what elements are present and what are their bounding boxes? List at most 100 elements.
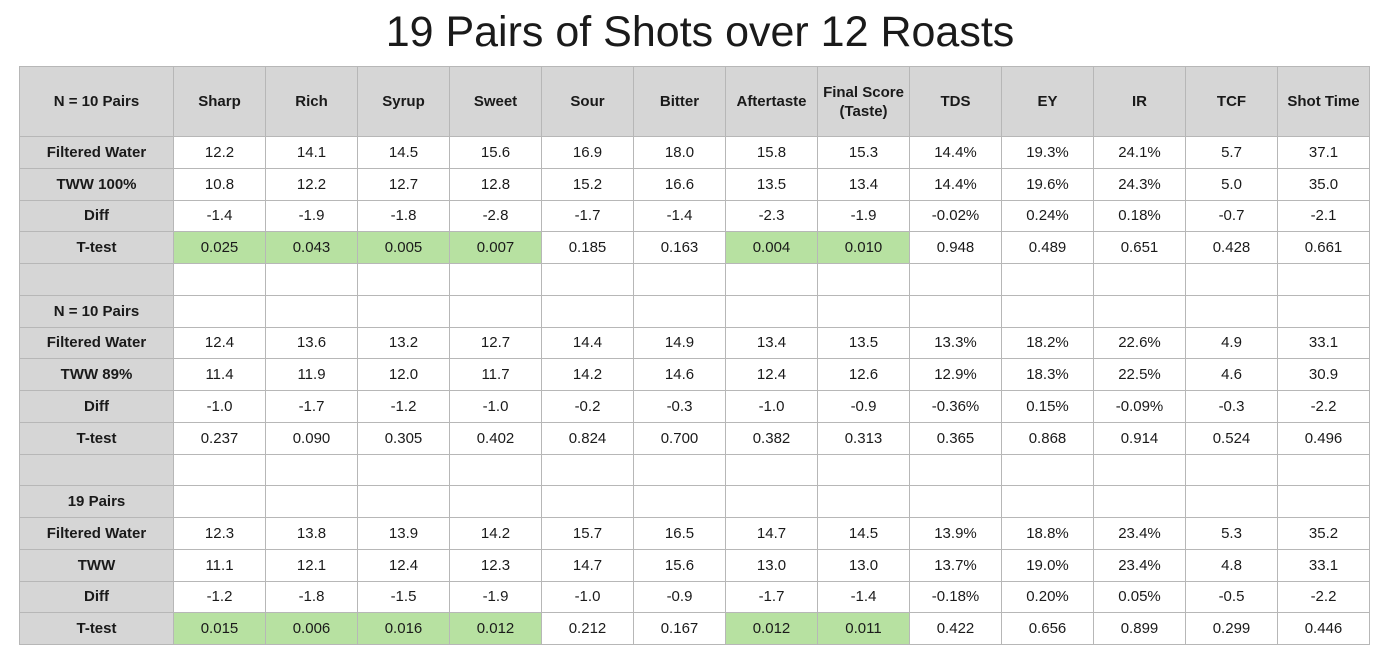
empty-cell (909, 294, 1002, 328)
empty-cell (449, 453, 542, 487)
value-cell: -1.7 (725, 580, 818, 614)
value-cell: 12.2 (265, 167, 358, 201)
empty-cell (1277, 485, 1370, 518)
value-cell: 0.914 (1093, 421, 1186, 455)
value-cell: 4.6 (1185, 358, 1278, 391)
value-cell: 16.5 (633, 517, 726, 550)
row-label: Diff (19, 580, 174, 614)
value-cell: 22.5% (1093, 358, 1186, 391)
value-cell: 0.007 (449, 231, 542, 264)
value-cell: 0.661 (1277, 231, 1370, 264)
value-cell: 11.7 (449, 358, 542, 391)
value-cell: 13.9 (357, 517, 450, 550)
empty-cell (1001, 485, 1094, 518)
empty-cell (909, 263, 1002, 296)
empty-cell (1093, 485, 1186, 518)
value-cell: 10.8 (173, 167, 266, 201)
value-cell: 23.4% (1093, 517, 1186, 550)
value-cell: -0.9 (817, 390, 910, 423)
empty-cell (357, 294, 450, 328)
empty-cell (725, 453, 818, 487)
empty-cell (1093, 263, 1186, 296)
value-cell: 15.2 (541, 167, 634, 201)
empty-cell (173, 294, 266, 328)
value-cell: -1.9 (265, 199, 358, 233)
empty-cell (1001, 294, 1094, 328)
value-cell: 0.010 (817, 231, 910, 264)
value-cell: 12.3 (449, 548, 542, 582)
table-row: TWW 100% 10.8 12.2 12.7 12.8 15.2 16.6 13.5 13.4… (19, 167, 1370, 201)
value-cell: 0.496 (1277, 421, 1370, 455)
value-cell: -0.2 (541, 390, 634, 423)
value-cell: -1.4 (173, 199, 266, 233)
table-row: T-test 0.237 0.090 0.305 0.402 0.824 0.700 0.38… (19, 421, 1370, 455)
empty-cell (541, 294, 634, 328)
table-row: Diff -1.2 -1.8 -1.5 -1.9 -1.0 -0.9 -1.7 -1.4 -0.1… (19, 580, 1370, 614)
empty-cell (449, 294, 542, 328)
group-label-row: N = 10 Pairs (19, 294, 1370, 328)
value-cell: 11.9 (265, 358, 358, 391)
row-label: Diff (19, 199, 174, 233)
value-cell: 22.6% (1093, 326, 1186, 360)
empty-cell (541, 453, 634, 487)
empty-cell (1185, 485, 1278, 518)
value-cell: 16.6 (633, 167, 726, 201)
value-cell: 14.1 (265, 136, 358, 169)
spacer-row (19, 453, 1370, 487)
empty-cell (265, 453, 358, 487)
value-cell: -1.0 (541, 580, 634, 614)
value-cell: 0.656 (1001, 612, 1094, 645)
empty-cell (817, 485, 910, 518)
value-cell: 13.2 (357, 326, 450, 360)
column-header: Rich (265, 66, 358, 137)
value-cell: 12.4 (357, 548, 450, 582)
value-cell: 14.7 (541, 548, 634, 582)
value-cell: 18.0 (633, 136, 726, 169)
row-label: TWW 89% (19, 358, 174, 391)
empty-cell (449, 485, 542, 518)
value-cell: 12.1 (265, 548, 358, 582)
value-cell: 0.299 (1185, 612, 1278, 645)
value-cell: -1.7 (541, 199, 634, 233)
chart-title: 19 Pairs of Shots over 12 Roasts (385, 8, 1015, 56)
value-cell: 0.167 (633, 612, 726, 645)
value-cell: -1.9 (817, 199, 910, 233)
table-row: Filtered Water 12.3 13.8 13.9 14.2 15.7 16.5 14… (19, 517, 1370, 550)
empty-cell (19, 263, 174, 296)
group-label-row: 19 Pairs (19, 485, 1370, 518)
column-header: Bitter (633, 66, 726, 137)
value-cell: 15.6 (449, 136, 542, 169)
column-header: Shot Time (1277, 66, 1370, 137)
empty-cell (357, 453, 450, 487)
value-cell: 5.7 (1185, 136, 1278, 169)
value-cell: 0.005 (357, 231, 450, 264)
value-cell: -0.36% (909, 390, 1002, 423)
column-header: EY (1001, 66, 1094, 137)
value-cell: 0.15% (1001, 390, 1094, 423)
value-cell: -2.1 (1277, 199, 1370, 233)
value-cell: 14.4% (909, 167, 1002, 201)
value-cell: 0.422 (909, 612, 1002, 645)
value-cell: 15.6 (633, 548, 726, 582)
group-label: 19 Pairs (19, 485, 174, 518)
empty-cell (725, 485, 818, 518)
value-cell: 13.6 (265, 326, 358, 360)
group-label: N = 10 Pairs (19, 294, 174, 328)
value-cell: 18.8% (1001, 517, 1094, 550)
value-cell: 12.3 (173, 517, 266, 550)
value-cell: 13.3% (909, 326, 1002, 360)
value-cell: 13.4 (817, 167, 910, 201)
empty-cell (725, 263, 818, 296)
value-cell: -1.5 (357, 580, 450, 614)
value-cell: 0.24% (1001, 199, 1094, 233)
value-cell: 14.7 (725, 517, 818, 550)
table-row: T-test 0.015 0.006 0.016 0.012 0.212 0.167 0.01… (19, 612, 1370, 645)
value-cell: 33.1 (1277, 326, 1370, 360)
table-header: N = 10 Pairs Sharp Rich Syrup Sweet Sour Bitte… (19, 66, 1370, 137)
empty-cell (633, 263, 726, 296)
value-cell: 0.899 (1093, 612, 1186, 645)
value-cell: 15.8 (725, 136, 818, 169)
empty-cell (1277, 263, 1370, 296)
value-cell: 18.2% (1001, 326, 1094, 360)
value-cell: 30.9 (1277, 358, 1370, 391)
